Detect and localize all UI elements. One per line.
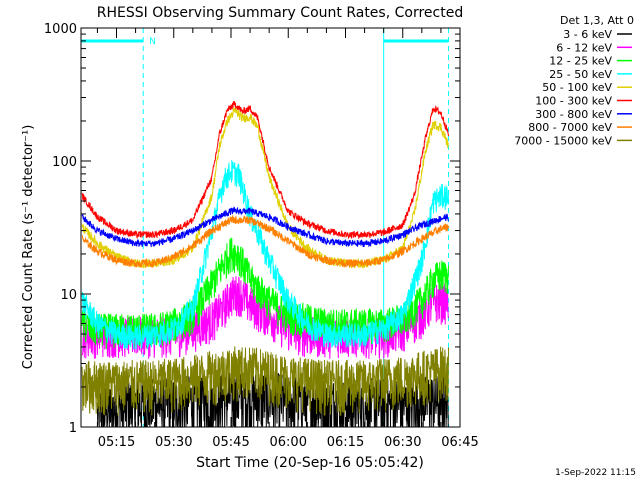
y-tick-label: 10 xyxy=(60,288,77,303)
x-tick-label: 06:00 xyxy=(270,435,307,450)
x-axis-label: Start Time (20-Sep-16 05:05:42) xyxy=(196,455,424,471)
series-line-6 xyxy=(81,206,449,248)
x-axis: 05:15 05:30 05:45 06:00 06:15 06:30 06:45 xyxy=(96,28,479,450)
x-tick-label: 06:15 xyxy=(327,435,364,450)
generated-timestamp: 1-Sep-2022 11:15 xyxy=(555,468,636,478)
plot-frame xyxy=(80,27,461,428)
x-tick-label: 06:45 xyxy=(441,435,478,450)
x-tick-label: 05:45 xyxy=(212,435,249,450)
y-tick-label: 1000 xyxy=(44,22,77,37)
legend-label: 25 - 50 keV xyxy=(549,68,612,81)
legend-label: 100 - 300 keV xyxy=(535,95,612,108)
series-line-7 xyxy=(81,214,449,268)
legend-label: 6 - 12 keV xyxy=(556,41,612,54)
x-tick-label: 06:30 xyxy=(384,435,421,450)
legend-label: 3 - 6 keV xyxy=(563,28,612,41)
series-line-8 xyxy=(81,346,449,416)
legend-label: 50 - 100 keV xyxy=(542,81,612,94)
legend-label: 300 - 800 keV xyxy=(535,108,612,121)
chart-title: RHESSI Observing Summary Count Rates, Co… xyxy=(97,5,463,21)
series-line-5 xyxy=(81,101,449,240)
legend-label: 800 - 7000 keV xyxy=(528,121,612,134)
x-tick-label: 05:30 xyxy=(155,435,192,450)
night-label: N xyxy=(149,37,156,47)
y-tick-label: 1 xyxy=(69,421,77,436)
y-axis: 1 10 100 1000 xyxy=(44,22,460,436)
series-line-3 xyxy=(81,159,449,350)
y-axis-label: Corrected Count Rate (s⁻¹ detector⁻¹) xyxy=(21,125,36,370)
legend-label: 12 - 25 keV xyxy=(549,55,612,68)
x-tick-label: 05:15 xyxy=(98,435,135,450)
y-tick-label: 100 xyxy=(52,155,77,170)
series-layer xyxy=(81,101,449,429)
legend-header: Det 1,3, Att 0 xyxy=(560,14,634,27)
legend-label: 7000 - 15000 keV xyxy=(514,134,612,147)
